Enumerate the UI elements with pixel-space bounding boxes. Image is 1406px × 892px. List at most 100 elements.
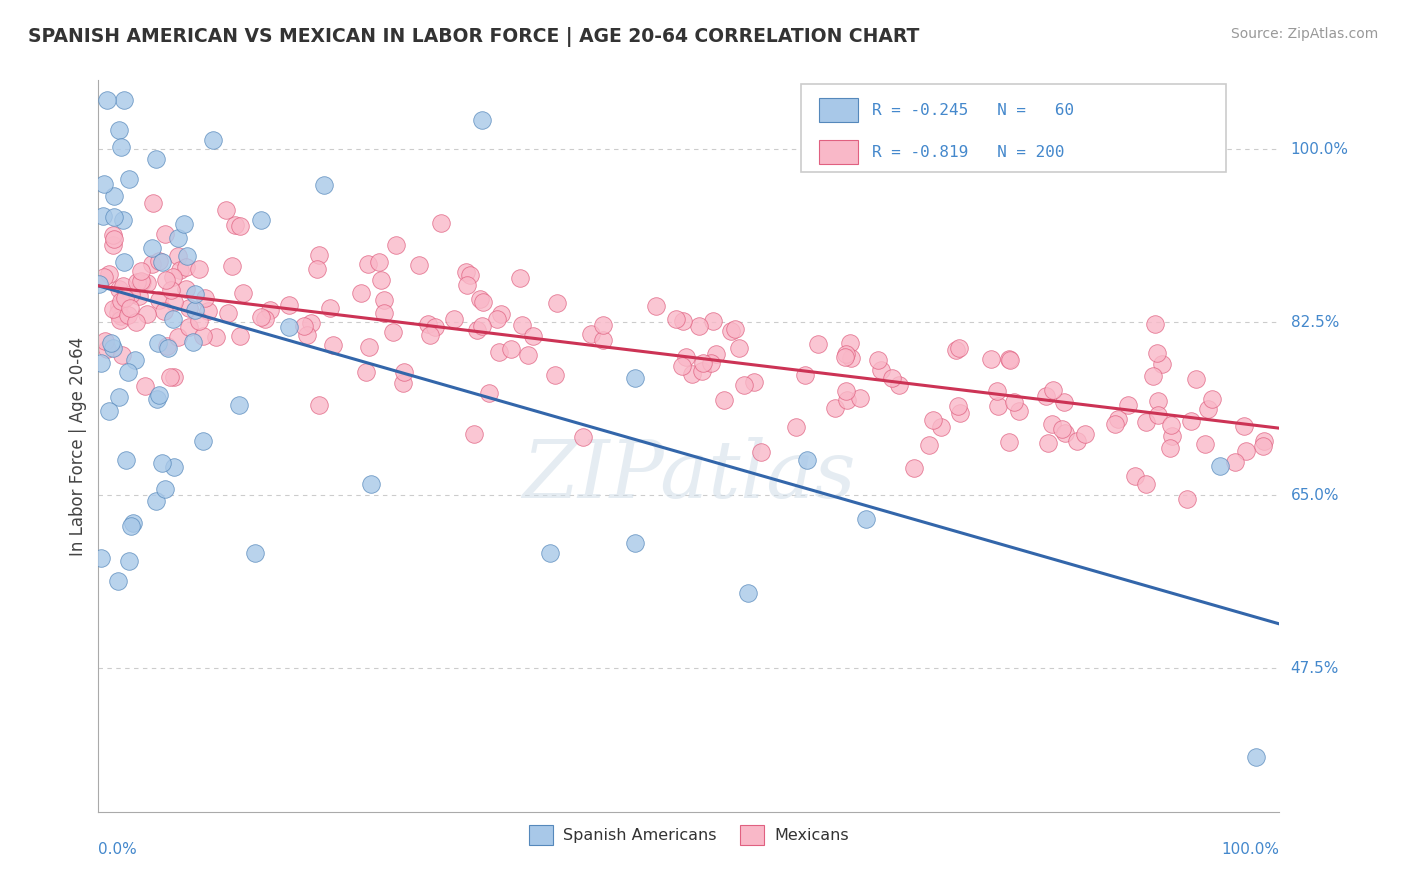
- Point: [145, 493, 167, 508]
- Point: [834, 350, 856, 364]
- Point: [118, 553, 141, 567]
- Point: [107, 574, 129, 588]
- Point: [841, 351, 863, 366]
- Point: [471, 318, 494, 333]
- Point: [443, 311, 465, 326]
- Point: [728, 342, 751, 356]
- Point: [1232, 419, 1254, 434]
- Point: [124, 315, 146, 329]
- FancyBboxPatch shape: [801, 84, 1226, 171]
- Point: [998, 352, 1021, 367]
- Point: [465, 324, 488, 338]
- Point: [665, 312, 688, 326]
- Point: [112, 93, 135, 107]
- Point: [93, 177, 115, 191]
- Point: [672, 314, 695, 328]
- Point: [93, 269, 115, 284]
- Point: [184, 303, 207, 318]
- Point: [110, 310, 132, 324]
- Point: [1050, 422, 1073, 436]
- Point: [1035, 389, 1057, 403]
- Point: [454, 265, 477, 279]
- Text: 100.0%: 100.0%: [1291, 142, 1348, 157]
- Point: [184, 287, 207, 301]
- Point: [690, 364, 713, 378]
- Point: [796, 453, 818, 467]
- Point: [135, 277, 157, 291]
- Point: [980, 352, 1002, 367]
- Point: [166, 249, 188, 263]
- Text: ZIPatlas: ZIPatlas: [522, 436, 856, 514]
- Point: [392, 365, 415, 379]
- Point: [94, 334, 117, 348]
- Point: [419, 327, 441, 342]
- Point: [948, 399, 970, 413]
- FancyBboxPatch shape: [818, 98, 858, 122]
- Point: [91, 209, 114, 223]
- Point: [156, 338, 179, 352]
- Point: [692, 356, 714, 370]
- Point: [163, 295, 186, 310]
- Point: [312, 178, 335, 193]
- Point: [118, 301, 141, 315]
- Point: [1042, 383, 1064, 397]
- Point: [176, 249, 198, 263]
- Point: [949, 406, 972, 420]
- Point: [112, 255, 135, 269]
- Text: 82.5%: 82.5%: [1291, 315, 1339, 330]
- Point: [162, 460, 184, 475]
- Point: [120, 519, 142, 533]
- Point: [1107, 412, 1129, 426]
- Point: [141, 241, 163, 255]
- Point: [150, 456, 173, 470]
- Point: [360, 477, 382, 491]
- Point: [90, 551, 112, 566]
- Point: [478, 386, 501, 401]
- Point: [148, 254, 170, 268]
- Point: [486, 311, 509, 326]
- Point: [129, 274, 152, 288]
- Point: [1074, 426, 1097, 441]
- Point: [368, 255, 391, 269]
- Point: [157, 341, 180, 355]
- Point: [623, 371, 645, 385]
- Point: [217, 306, 239, 320]
- Point: [146, 392, 169, 406]
- Point: [1147, 394, 1170, 409]
- Point: [572, 429, 595, 443]
- Point: [215, 202, 238, 217]
- Point: [308, 248, 330, 262]
- Point: [253, 312, 276, 326]
- Point: [516, 348, 538, 362]
- Point: [111, 213, 134, 227]
- Point: [228, 398, 250, 412]
- Point: [1209, 458, 1232, 473]
- Point: [1000, 353, 1022, 368]
- Point: [429, 216, 451, 230]
- Point: [463, 427, 485, 442]
- Point: [1008, 404, 1031, 418]
- Text: R = -0.819   N = 200: R = -0.819 N = 200: [872, 145, 1064, 160]
- Point: [1161, 429, 1184, 443]
- Point: [1251, 439, 1274, 453]
- Point: [592, 318, 614, 332]
- Point: [87, 277, 110, 291]
- Point: [416, 317, 439, 331]
- Point: [1146, 345, 1168, 359]
- Point: [350, 285, 373, 300]
- Point: [1180, 414, 1202, 428]
- Point: [117, 308, 139, 322]
- Point: [688, 319, 710, 334]
- Point: [90, 356, 112, 370]
- Point: [1160, 418, 1182, 433]
- Point: [510, 318, 533, 333]
- Point: [835, 347, 858, 361]
- Point: [1066, 434, 1088, 448]
- Point: [159, 370, 181, 384]
- Point: [704, 347, 727, 361]
- Point: [675, 350, 697, 364]
- Point: [824, 401, 846, 416]
- Text: 0.0%: 0.0%: [98, 842, 138, 857]
- Point: [146, 336, 169, 351]
- Point: [354, 365, 377, 379]
